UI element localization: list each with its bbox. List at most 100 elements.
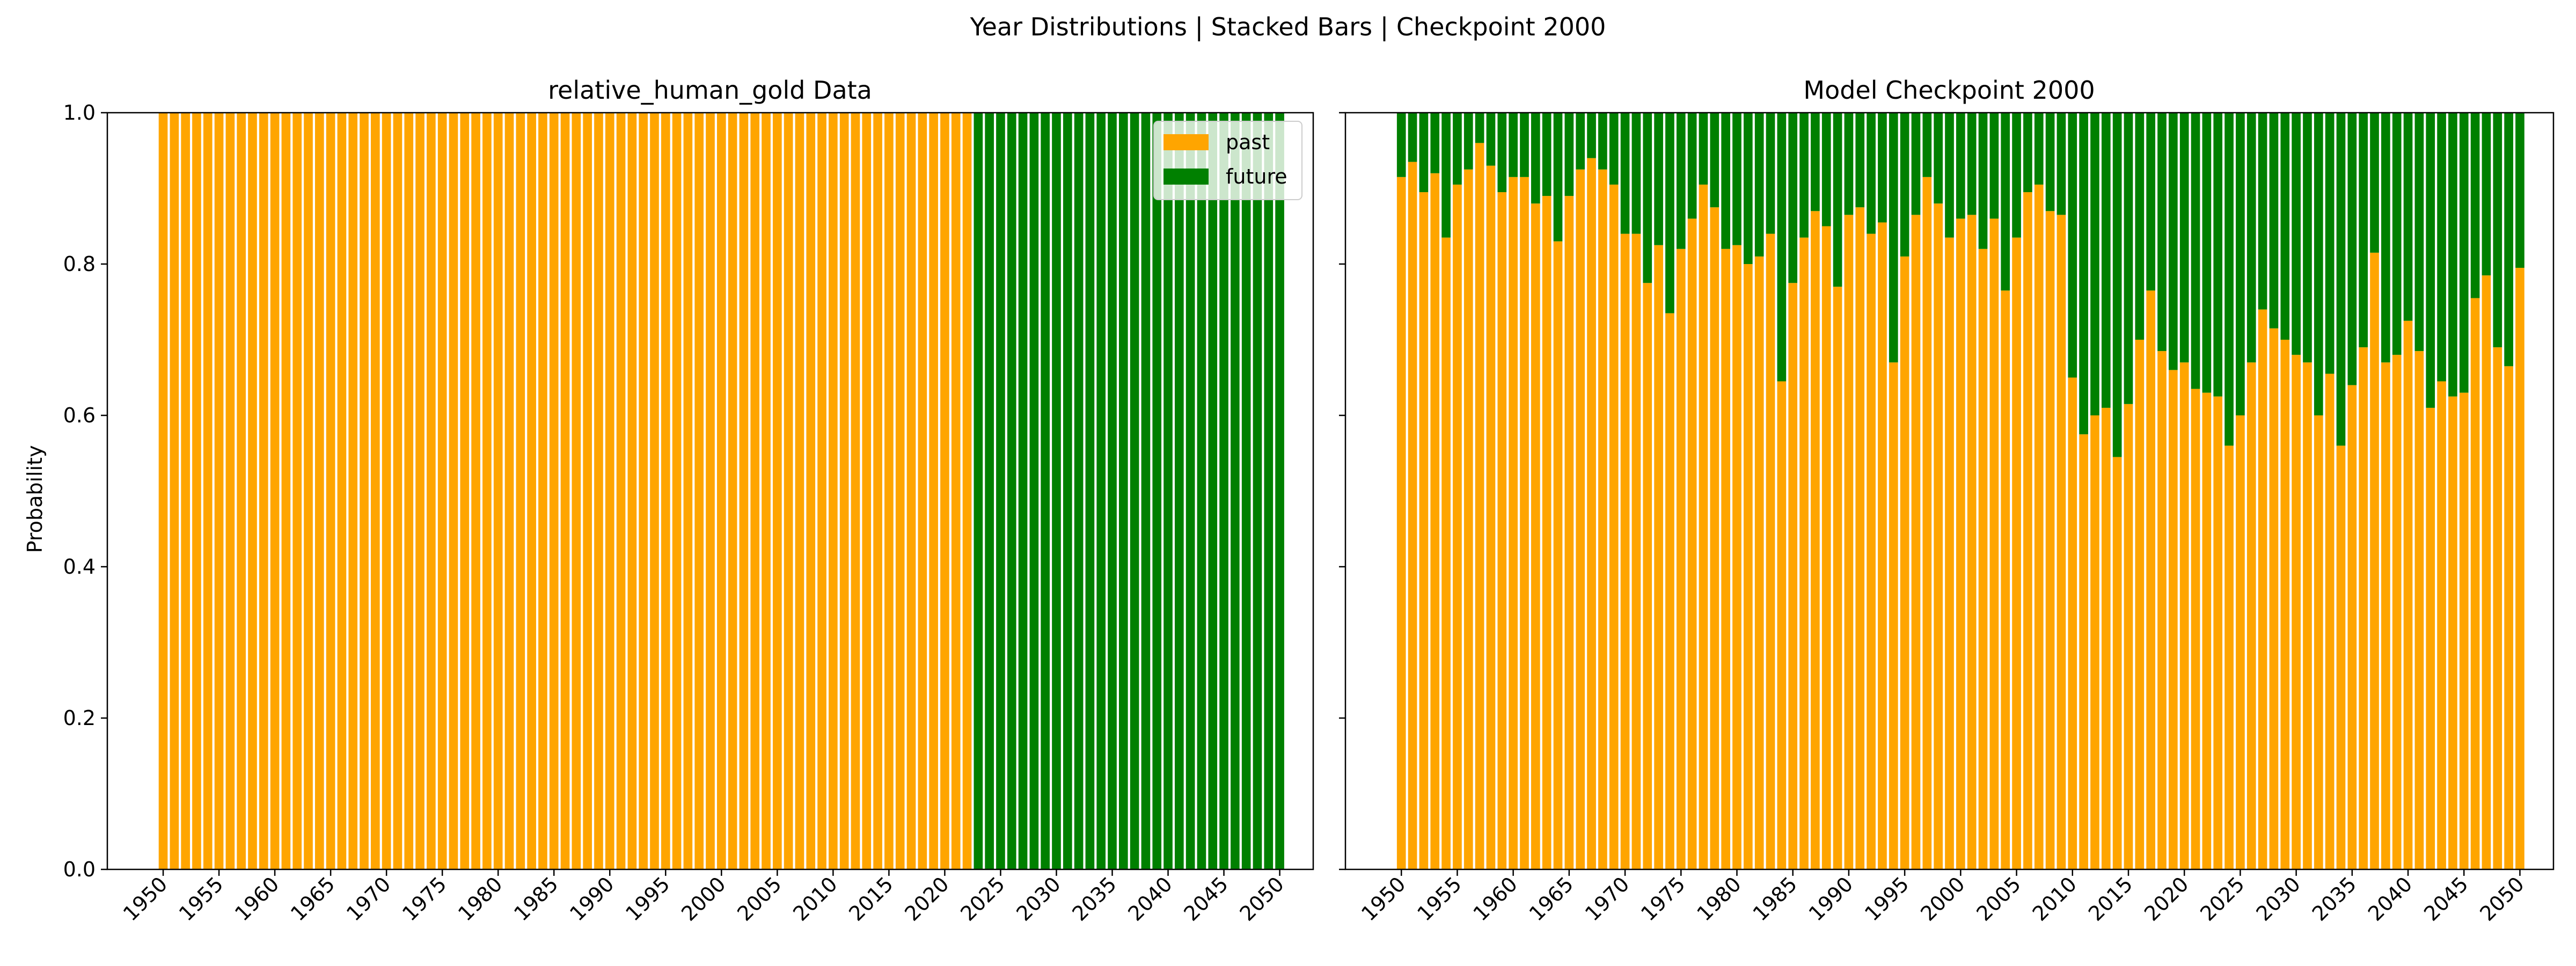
left-bar-past-2014 <box>873 113 882 869</box>
left-bar-past-1998 <box>694 113 704 869</box>
right-bar-future-2023 <box>2213 113 2223 397</box>
right-bar-past-1988 <box>1821 226 1831 869</box>
right-bar-past-2047 <box>2482 275 2491 869</box>
right-bar-future-2036 <box>2359 113 2368 348</box>
right-bar-past-1962 <box>1531 203 1540 870</box>
right-bar-past-1969 <box>1609 184 1619 870</box>
legend-swatch-past <box>1163 134 1209 150</box>
right-bar-future-1962 <box>1531 113 1540 204</box>
right-bar-future-2011 <box>2079 113 2088 435</box>
left-bar-future-2034 <box>1096 113 1106 869</box>
right-bar-future-1950 <box>1396 113 1406 177</box>
right-bar-future-1992 <box>1867 113 1876 234</box>
right-bar-future-2016 <box>2135 113 2145 340</box>
right-bar-future-1960 <box>1509 113 1518 177</box>
left-bar-past-1997 <box>683 113 693 869</box>
right-panel-bars <box>1396 113 2524 870</box>
right-bar-future-1957 <box>1475 113 1484 143</box>
right-bar-future-1980 <box>1732 113 1741 245</box>
right-bar-past-2033 <box>2325 374 2334 869</box>
right-bar-future-1979 <box>1721 113 1730 249</box>
left-bar-past-1988 <box>583 113 592 869</box>
right-bar-future-1981 <box>1743 113 1753 264</box>
right-bar-future-1994 <box>1889 113 1898 363</box>
right-bar-future-1963 <box>1542 113 1552 196</box>
right-bar-future-2033 <box>2325 113 2334 374</box>
left-bar-past-2007 <box>795 113 804 869</box>
right-bar-future-2049 <box>2504 113 2513 367</box>
left-bar-future-2043 <box>1197 113 1206 869</box>
left-bar-future-2047 <box>1241 113 1251 869</box>
right-bar-past-2025 <box>2236 415 2245 869</box>
right-bar-past-1974 <box>1665 313 1674 869</box>
right-bar-future-1965 <box>1564 113 1574 196</box>
right-bar-past-1973 <box>1654 245 1663 869</box>
left-bar-past-1980 <box>493 113 503 869</box>
right-bar-past-2041 <box>2414 351 2424 869</box>
right-bar-future-1998 <box>1934 113 1943 204</box>
left-bar-future-2050 <box>1275 113 1284 869</box>
left-bar-past-2015 <box>884 113 894 869</box>
right-bar-past-2034 <box>2336 445 2346 869</box>
right-bar-past-2042 <box>2426 407 2435 869</box>
left-bar-past-1996 <box>672 113 682 869</box>
left-bar-past-2017 <box>906 113 916 869</box>
right-bar-future-2006 <box>2023 113 2032 193</box>
right-bar-past-1982 <box>1754 256 1764 869</box>
right-bar-past-2002 <box>1978 248 1988 869</box>
right-bar-future-2043 <box>2437 113 2446 382</box>
left-bar-past-2009 <box>817 113 826 869</box>
right-bar-past-1981 <box>1743 264 1753 869</box>
left-bar-past-2021 <box>951 113 961 869</box>
right-bar-past-1989 <box>1833 287 1842 869</box>
right-bar-future-2012 <box>2090 113 2099 415</box>
left-ytick-label: 0.4 <box>63 555 96 579</box>
right-bar-future-1987 <box>1811 113 1820 211</box>
left-bar-future-2033 <box>1085 113 1095 869</box>
right-bar-future-1997 <box>1922 113 1932 177</box>
right-panel: Model Checkpoint 2000 1950 1955 1960 1965 19… <box>1339 76 2555 926</box>
left-bar-future-2049 <box>1264 113 1274 869</box>
right-bar-future-2003 <box>1989 113 1999 219</box>
right-bar-future-2050 <box>2515 113 2524 268</box>
right-bar-past-2017 <box>2146 290 2156 869</box>
right-bar-future-2007 <box>2034 113 2044 185</box>
right-bar-future-2020 <box>2179 113 2189 363</box>
left-bar-future-2041 <box>1175 113 1184 869</box>
right-bar-past-1995 <box>1900 256 1909 869</box>
right-bar-past-2006 <box>2023 192 2032 869</box>
right-bar-past-1991 <box>1855 207 1865 869</box>
right-bar-past-1954 <box>1441 237 1451 869</box>
right-bar-past-2046 <box>2470 298 2480 870</box>
right-bar-future-1967 <box>1587 113 1596 158</box>
right-bar-future-1951 <box>1408 113 1417 162</box>
right-bar-past-2012 <box>2090 415 2099 869</box>
legend-label-future: future <box>1226 165 1287 188</box>
right-bar-future-1991 <box>1855 113 1865 208</box>
right-bar-future-2024 <box>2224 113 2234 446</box>
right-bar-past-2023 <box>2213 396 2223 869</box>
right-bar-past-1996 <box>1911 215 1921 870</box>
right-bar-future-2017 <box>2146 113 2156 291</box>
right-bar-past-2003 <box>1989 218 1999 869</box>
left-bar-past-2020 <box>940 113 949 869</box>
left-bar-past-1956 <box>225 113 235 869</box>
right-bar-past-1972 <box>1643 283 1652 869</box>
right-bar-future-2009 <box>2057 113 2066 215</box>
right-bar-past-1987 <box>1811 211 1820 869</box>
left-bar-past-2002 <box>739 113 749 869</box>
left-bar-past-1977 <box>460 113 470 869</box>
right-bar-past-1961 <box>1520 177 1529 870</box>
right-bar-past-1965 <box>1564 196 1574 870</box>
left-bar-past-1969 <box>371 113 380 869</box>
right-bar-past-1960 <box>1509 177 1518 870</box>
left-bar-past-1979 <box>482 113 492 869</box>
left-bar-past-1951 <box>170 113 179 869</box>
left-bar-future-2045 <box>1219 113 1228 869</box>
left-ytick-label: 0.8 <box>63 252 96 276</box>
right-bar-future-2045 <box>2459 113 2469 393</box>
left-bar-future-2029 <box>1041 113 1050 869</box>
right-bar-past-2038 <box>2381 362 2390 869</box>
right-bar-past-2016 <box>2135 340 2145 869</box>
right-bar-past-1984 <box>1777 381 1787 869</box>
